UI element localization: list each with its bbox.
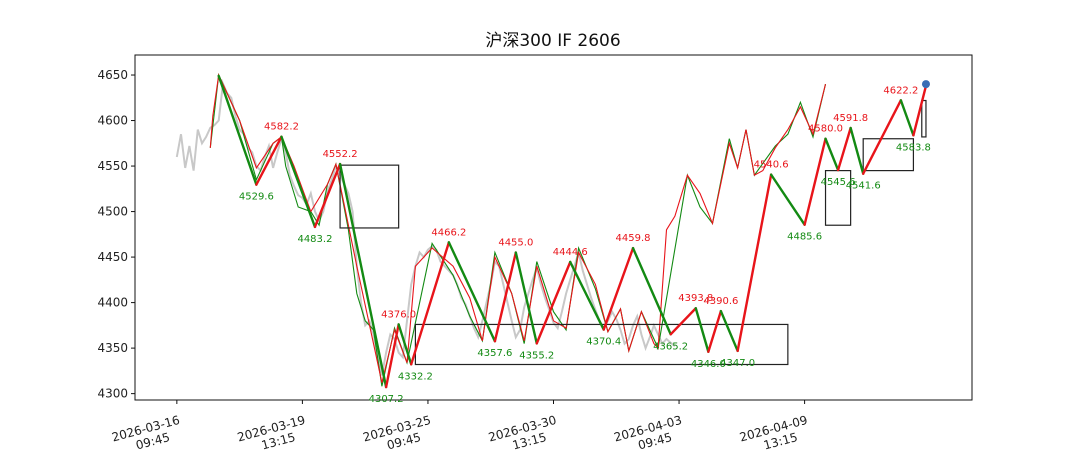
trough-label: 4347.0 — [720, 358, 755, 369]
zigzag-down-segment — [631, 246, 672, 336]
zigzag-down-segment — [514, 251, 538, 345]
zigzag-up-segment — [836, 126, 852, 172]
zigzag-down-segment — [824, 137, 840, 172]
zigzag-down-segment — [447, 241, 497, 343]
zigzag-up-segment — [803, 137, 827, 226]
peak-label: 4376.0 — [381, 309, 416, 320]
peak-label: 4444.6 — [553, 247, 588, 258]
peak-label: 4466.2 — [431, 227, 466, 238]
zigzag-down-segment — [569, 260, 605, 331]
zigzag-up-segment — [736, 173, 773, 353]
trough-label: 4483.2 — [297, 234, 332, 245]
y-tick-label: 4450 — [97, 250, 128, 264]
zigzag-up-segment — [861, 99, 903, 175]
zigzag-down-segment — [719, 309, 739, 353]
y-tick-label: 4650 — [97, 68, 128, 82]
chart-title: 沪深300 IF 2606 — [485, 31, 620, 51]
trough-label: 4357.6 — [477, 348, 512, 359]
thin-red-line — [209, 73, 827, 383]
price-series — [175, 79, 676, 376]
trough-label: 4545.6 — [821, 177, 856, 188]
zigzag-series — [217, 74, 930, 389]
peak-label: 4455.0 — [498, 238, 533, 249]
zigzag-down-segment — [338, 162, 388, 389]
zigzag-up-segment — [912, 84, 928, 137]
annotations: 4582.2 4529.6 4552.2 4483.2 4376.0 4307.2 4332… — [239, 85, 931, 405]
trough-label: 4583.8 — [896, 142, 931, 153]
peak-label: 4390.6 — [703, 296, 738, 307]
y-tick-label: 4350 — [97, 341, 128, 355]
y-tick-label: 4300 — [97, 387, 128, 401]
y-tick-label: 4500 — [97, 205, 128, 219]
peak-label: 4552.2 — [323, 149, 358, 160]
zigzag-down-segment — [280, 135, 317, 229]
zigzag-up-segment — [707, 309, 723, 353]
trough-label: 4370.4 — [586, 337, 621, 348]
zigzag-up-segment — [384, 323, 400, 389]
zigzag-down-segment — [694, 307, 710, 353]
zigzag-up-segment — [410, 241, 451, 366]
trough-label: 4529.6 — [239, 192, 274, 203]
zigzag-up-segment — [493, 251, 518, 343]
trough-label: 4307.2 — [369, 394, 404, 405]
zigzag-up-segment — [255, 135, 283, 186]
zigzag-down-segment — [397, 323, 413, 366]
zigzag-up-segment — [535, 260, 572, 345]
range-box — [921, 99, 927, 138]
y-tick-label: 4400 — [97, 296, 128, 310]
trough-label: 4332.2 — [398, 371, 433, 382]
y-tick-label: 4550 — [97, 159, 128, 173]
peak-label: 4622.2 — [883, 85, 918, 96]
zigzag-down-segment — [849, 126, 865, 175]
range-box — [862, 138, 915, 172]
zigzag-down-segment — [899, 99, 915, 137]
peak-label: 4580.0 — [808, 124, 843, 135]
zigzag-down-segment — [769, 173, 806, 226]
peak-label: 4393.8 — [678, 293, 713, 304]
peak-label: 4591.8 — [833, 113, 868, 124]
y-tick-label: 4600 — [97, 114, 128, 128]
trough-label: 4541.6 — [846, 181, 881, 192]
trough-label: 4365.2 — [653, 341, 688, 352]
zigzag-up-segment — [313, 162, 342, 229]
range-box — [339, 164, 400, 229]
peak-label: 4459.8 — [616, 233, 651, 244]
zigzag-down-segment — [217, 74, 258, 186]
plot-frame — [134, 54, 973, 401]
zigzag-up-segment — [669, 307, 697, 336]
peak-label: 4582.2 — [264, 122, 299, 133]
trough-label: 4346.0 — [691, 359, 726, 370]
trough-label: 4355.2 — [519, 350, 554, 361]
trough-label: 4485.6 — [787, 232, 822, 243]
last-price-marker — [921, 80, 930, 89]
zigzag-up-segment — [602, 246, 635, 331]
price-line — [175, 79, 676, 376]
peak-label: 4540.6 — [754, 160, 789, 171]
y-axis: 4300 4350 4400 4450 4500 4550 4600 4650 — [97, 68, 135, 401]
